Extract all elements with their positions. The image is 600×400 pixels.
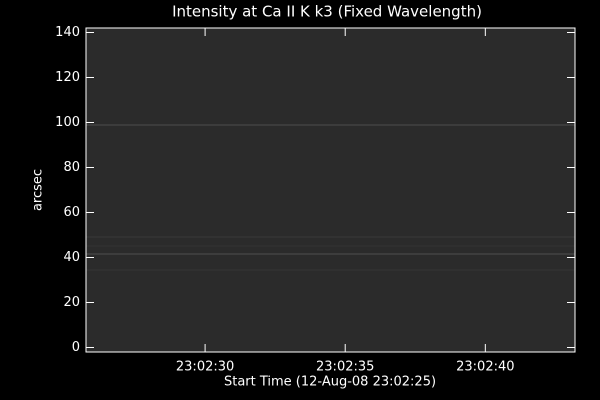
- image-field: [86, 28, 575, 352]
- y-tick-label: 140: [55, 25, 80, 40]
- x-tick-label: 23:02:30: [176, 360, 234, 375]
- y-tick-label: 0: [72, 340, 80, 355]
- x-tick-label: 23:02:40: [456, 360, 514, 375]
- x-axis-label: Start Time (12-Aug-08 23:02:25): [224, 375, 436, 390]
- y-tick-label: 60: [63, 205, 80, 220]
- y-tick-label: 120: [55, 70, 80, 85]
- image: [86, 28, 575, 352]
- chart-title: Intensity at Ca II K k3 (Fixed Wavelengt…: [172, 3, 482, 21]
- y-tick-label: 20: [63, 295, 80, 310]
- y-tick-label: 100: [55, 115, 80, 130]
- y-tick-label: 40: [63, 250, 80, 265]
- plot-frame: [85, 27, 576, 353]
- y-tick-label: 80: [63, 160, 80, 175]
- x-tick-label: 23:02:35: [316, 360, 374, 375]
- y-axis-label: arcsec: [31, 169, 46, 211]
